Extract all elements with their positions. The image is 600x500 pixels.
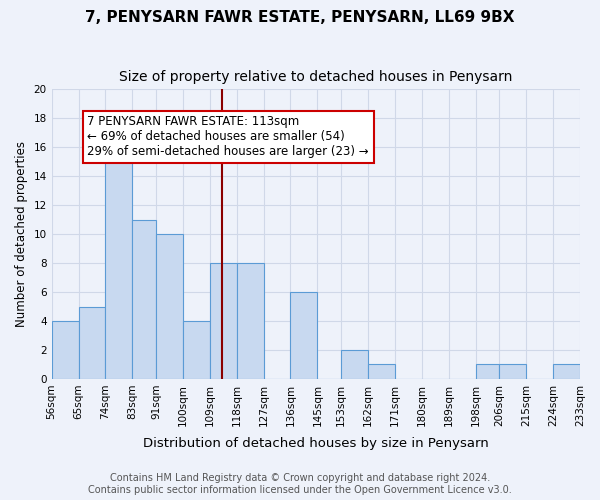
Bar bbox=[106, 147, 132, 379]
Text: 7 PENYSARN FAWR ESTATE: 113sqm
← 69% of detached houses are smaller (54)
29% of : 7 PENYSARN FAWR ESTATE: 113sqm ← 69% of … bbox=[88, 116, 369, 158]
X-axis label: Distribution of detached houses by size in Penysarn: Distribution of detached houses by size … bbox=[143, 437, 489, 450]
Bar bbox=[499, 364, 526, 379]
Y-axis label: Number of detached properties: Number of detached properties bbox=[15, 141, 28, 327]
Bar bbox=[132, 220, 156, 379]
Bar bbox=[553, 364, 580, 379]
Bar bbox=[183, 321, 210, 379]
Text: Contains HM Land Registry data © Crown copyright and database right 2024.
Contai: Contains HM Land Registry data © Crown c… bbox=[88, 474, 512, 495]
Text: 7, PENYSARN FAWR ESTATE, PENYSARN, LL69 9BX: 7, PENYSARN FAWR ESTATE, PENYSARN, LL69 … bbox=[85, 10, 515, 25]
Bar bbox=[210, 263, 237, 379]
Title: Size of property relative to detached houses in Penysarn: Size of property relative to detached ho… bbox=[119, 70, 512, 84]
Bar bbox=[79, 306, 106, 379]
Bar bbox=[290, 292, 317, 379]
Bar bbox=[368, 364, 395, 379]
Bar bbox=[237, 263, 263, 379]
Bar bbox=[341, 350, 368, 379]
Bar bbox=[476, 364, 499, 379]
Bar bbox=[52, 321, 79, 379]
Bar bbox=[156, 234, 183, 379]
